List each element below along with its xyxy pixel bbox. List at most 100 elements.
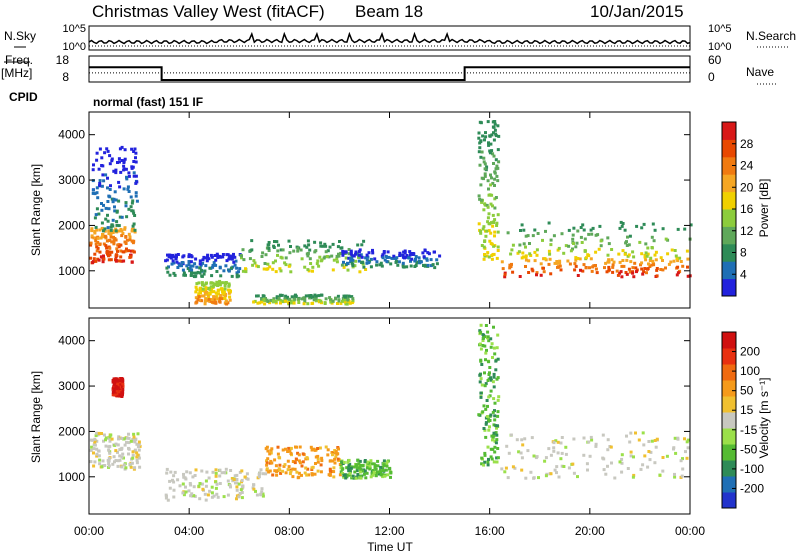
velocity-cell — [214, 480, 218, 484]
power-cell — [129, 205, 133, 209]
power-cell — [482, 156, 486, 160]
power-cell — [629, 260, 633, 264]
power-cell — [205, 299, 209, 303]
velocity-colorbar-swatch — [722, 348, 736, 365]
power-cell — [221, 281, 225, 285]
velocity-cell — [108, 439, 112, 443]
power-cell — [681, 264, 685, 268]
power-cell — [334, 296, 338, 300]
power-cell — [99, 236, 103, 240]
power-cell — [122, 187, 126, 191]
velocity-cell — [168, 479, 172, 483]
power-cell — [530, 267, 534, 271]
power-cell — [93, 231, 97, 235]
power-cell — [256, 294, 260, 298]
velocity-cell — [218, 468, 222, 472]
power-cell — [492, 138, 496, 142]
power-cell — [107, 194, 111, 198]
velocity-cell — [560, 464, 564, 468]
velocity-cell — [301, 460, 305, 464]
power-cell — [497, 134, 501, 138]
power-cell — [130, 201, 134, 205]
velocity-cell — [118, 458, 122, 462]
velocity-cell — [111, 380, 115, 384]
power-cell — [347, 252, 351, 256]
velocity-cell — [489, 378, 493, 382]
power-cell — [204, 264, 208, 268]
power-cell — [292, 249, 296, 253]
velocity-cell — [294, 445, 297, 449]
power-cell — [348, 301, 352, 305]
power-cell — [481, 227, 485, 231]
power-cell — [318, 255, 322, 259]
power-cell — [232, 252, 235, 256]
power-cell — [106, 213, 109, 217]
velocity-cell — [313, 472, 317, 476]
power-cell — [122, 168, 126, 172]
power-cell — [93, 192, 97, 196]
velocity-cell — [108, 435, 112, 439]
velocity-cell — [208, 489, 212, 493]
velocity-cell — [243, 475, 247, 479]
power-cell — [607, 265, 611, 269]
power-cell — [520, 223, 524, 227]
power-cell — [133, 147, 137, 151]
velocity-cell — [686, 438, 690, 442]
velocity-cell — [641, 431, 645, 435]
power-cell — [261, 294, 265, 298]
velocity-cell — [116, 443, 120, 447]
power-cell — [482, 225, 486, 229]
power-cell — [107, 232, 111, 236]
freq-tick-bottom: 8 — [62, 70, 69, 84]
velocity-cell — [275, 473, 279, 477]
velocity-cell — [680, 474, 684, 478]
velocity-cell — [191, 475, 195, 479]
power-cell — [108, 188, 112, 191]
power-cell — [386, 250, 390, 254]
velocity-cell — [274, 464, 278, 468]
power-cell — [101, 233, 105, 236]
power-cell — [409, 259, 412, 263]
velocity-cell — [495, 438, 499, 442]
power-cell — [228, 295, 232, 299]
velocity-cell — [265, 459, 268, 463]
velocity-cell — [484, 324, 488, 327]
power-cell — [329, 300, 333, 304]
power-cell — [94, 213, 98, 217]
velocity-cell — [506, 476, 510, 480]
power-cell — [477, 136, 481, 140]
power-colorbar-tick-label: 16 — [740, 202, 754, 216]
power-cell — [599, 244, 603, 248]
power-cell — [100, 184, 104, 188]
power-cell — [337, 252, 340, 256]
velocity-cell — [310, 472, 314, 476]
velocity-cell — [355, 463, 359, 467]
power-cell — [113, 229, 116, 233]
velocity-cell — [490, 457, 494, 461]
velocity-cell — [328, 473, 332, 477]
velocity-cell — [304, 466, 308, 470]
power-cell — [110, 159, 114, 163]
velocity-cell — [181, 482, 185, 486]
power-cell — [319, 293, 323, 297]
y-tick-label: 3000 — [58, 379, 85, 393]
velocity-cell — [496, 414, 500, 418]
power-cell — [617, 252, 621, 256]
power-cell — [181, 261, 185, 265]
velocity-cell — [487, 339, 491, 343]
power-cell — [496, 148, 500, 152]
power-cell — [212, 301, 216, 305]
power-cell — [101, 260, 105, 264]
velocity-cell — [293, 467, 297, 471]
power-cell — [95, 207, 99, 211]
power-cell — [621, 249, 625, 253]
velocity-cell — [610, 461, 613, 465]
velocity-cell — [108, 444, 112, 448]
velocity-cell — [491, 356, 494, 359]
nave-tick-bottom: 0 — [708, 70, 715, 84]
velocity-cell — [92, 464, 96, 468]
velocity-cell — [109, 433, 113, 437]
power-cell — [323, 242, 327, 246]
velocity-cell — [215, 492, 219, 496]
power-cell — [175, 254, 178, 258]
